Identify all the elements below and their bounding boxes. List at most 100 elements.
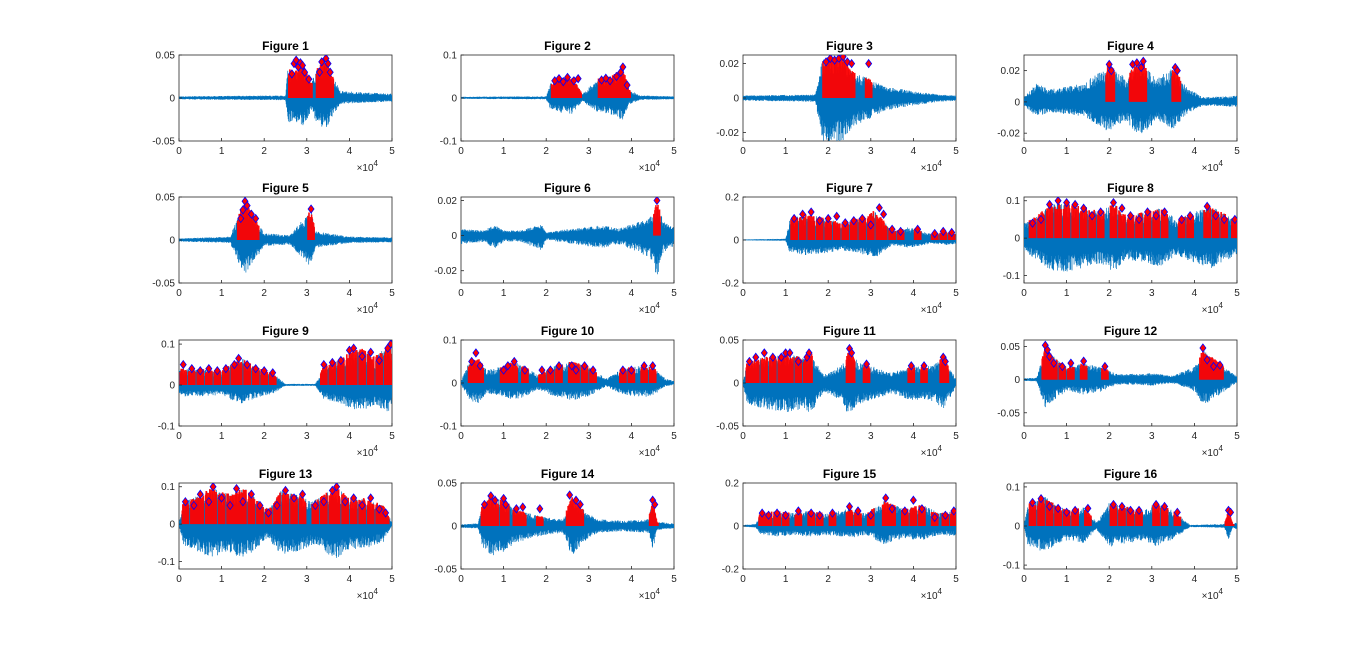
y-tick-label: -0.1	[440, 137, 458, 148]
plot-area	[1024, 340, 1237, 408]
peak-marker	[920, 361, 928, 371]
y-tick-label: 0.05	[1001, 342, 1021, 353]
peak-marker	[1199, 343, 1207, 353]
peak-marker	[822, 57, 830, 67]
x-tick-label: 3	[1149, 146, 1155, 157]
peak-marker	[1054, 503, 1062, 514]
peak-marker	[909, 495, 917, 505]
y-tick-label: 0	[451, 231, 457, 242]
plot-area	[461, 490, 674, 556]
peak-marker	[316, 67, 324, 77]
peak-region	[822, 57, 873, 98]
peak-marker	[239, 205, 247, 215]
peak-marker	[939, 226, 947, 237]
peak-marker	[1046, 351, 1054, 362]
subplot-12: 0 1 2 3 4 5 ×104 0.05 0 -0.05 Figure 12	[997, 324, 1240, 459]
x-tick-label: 0	[176, 431, 182, 442]
x-tick-label: 2	[261, 431, 267, 442]
subplot-title: Figure 1	[262, 39, 309, 53]
peak-marker	[1161, 501, 1169, 512]
peak-marker	[243, 359, 251, 370]
peak-marker	[196, 489, 204, 499]
peak-marker	[247, 209, 255, 219]
peak-region	[790, 211, 956, 240]
peak-marker	[243, 200, 251, 211]
peak-marker	[1186, 211, 1194, 221]
peak-marker	[875, 203, 883, 213]
x-tick-label: 5	[953, 146, 959, 157]
peak-marker	[627, 365, 635, 375]
x-tick-label: 1	[219, 574, 225, 585]
peak-marker	[816, 215, 824, 226]
peak-marker	[1212, 211, 1220, 221]
subplot-title: Figure 9	[262, 324, 309, 338]
x-exponent-label: ×104	[1202, 444, 1224, 459]
x-tick-label: 5	[671, 574, 677, 585]
peak-marker	[1173, 507, 1181, 517]
x-exponent-label: ×104	[1202, 587, 1224, 602]
peak-marker	[328, 357, 336, 368]
x-tick-label: 4	[911, 288, 917, 299]
x-tick-label: 0	[1021, 431, 1027, 442]
peak-marker	[848, 58, 856, 69]
peak-marker	[491, 495, 499, 505]
x-tick-label: 2	[1106, 431, 1112, 442]
x-exponent-label: ×104	[921, 159, 943, 174]
peak-marker	[839, 55, 847, 62]
peak-marker	[765, 510, 773, 520]
x-tick-label: 1	[783, 146, 789, 157]
y-tick-label: -0.2	[722, 565, 740, 576]
peak-marker	[1080, 203, 1088, 213]
x-tick-label: 4	[347, 288, 353, 299]
signal-waveform	[461, 207, 674, 275]
peak-marker	[209, 483, 217, 492]
x-tick-label: 2	[1106, 146, 1112, 157]
subplot-title: Figure 14	[541, 467, 595, 481]
x-tick-label: 1	[219, 288, 225, 299]
peak-marker	[1109, 197, 1117, 208]
x-tick-label: 4	[629, 288, 635, 299]
x-tick-label: 2	[261, 288, 267, 299]
peak-marker	[1231, 214, 1237, 225]
peak-marker	[500, 365, 508, 375]
peak-marker	[846, 501, 853, 512]
peak-marker	[880, 209, 888, 219]
x-tick-label: 0	[458, 288, 464, 299]
x-tick-label: 5	[389, 146, 395, 157]
x-exponent-label: ×104	[1202, 159, 1224, 174]
x-tick-label: 0	[740, 288, 746, 299]
x-tick-label: 2	[543, 288, 549, 299]
x-exponent-label: ×104	[639, 301, 661, 316]
y-tick-label: -0.05	[997, 408, 1020, 419]
peak-region	[288, 62, 335, 98]
x-tick-label: 5	[389, 431, 395, 442]
peak-region	[236, 204, 315, 240]
x-tick-label: 0	[176, 574, 182, 585]
peak-marker	[848, 348, 856, 358]
x-tick-label: 3	[586, 288, 592, 299]
peak-marker	[1105, 59, 1113, 70]
peak-marker	[1046, 501, 1054, 512]
peak-marker	[1054, 197, 1062, 206]
peak-marker	[752, 352, 760, 362]
x-tick-label: 3	[304, 574, 310, 585]
x-tick-label: 5	[389, 288, 395, 299]
x-tick-label: 5	[671, 288, 677, 299]
peak-marker	[326, 67, 334, 77]
x-tick-label: 1	[219, 146, 225, 157]
x-tick-label: 4	[347, 431, 353, 442]
x-exponent-label: ×104	[357, 444, 379, 459]
peak-region	[653, 204, 661, 236]
x-tick-label: 4	[347, 574, 353, 585]
x-tick-label: 2	[543, 146, 549, 157]
plot-area	[179, 197, 392, 273]
plot-area	[743, 493, 956, 544]
subplot-title: Figure 10	[541, 324, 595, 338]
peak-marker	[1071, 505, 1079, 516]
peak-marker	[777, 352, 785, 362]
peak-marker	[1161, 207, 1169, 217]
peak-marker	[758, 508, 766, 518]
x-tick-label: 1	[783, 574, 789, 585]
y-tick-label: 0	[169, 520, 175, 531]
peak-marker	[1152, 499, 1160, 510]
